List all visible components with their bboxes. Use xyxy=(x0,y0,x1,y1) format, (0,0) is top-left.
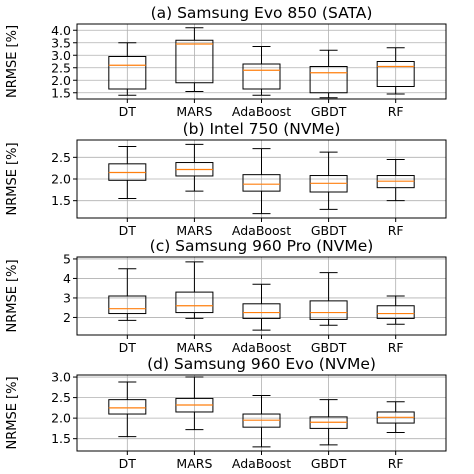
iqr-box xyxy=(242,303,281,319)
boxplot-rf xyxy=(376,159,415,202)
boxplot-mars xyxy=(175,143,214,192)
x-tick-label: RF xyxy=(388,456,404,471)
chart-panel-2: (b) Intel 750 (NVMe) 1.5 2.0 2.5 NRMSE [%] DT… xyxy=(5,120,447,238)
iqr-box xyxy=(242,174,281,192)
y-tick-label: 1.5 xyxy=(51,431,71,446)
boxplot-gbdt xyxy=(309,272,348,326)
boxplot-gbdt xyxy=(309,151,348,210)
y-axis-label: NRMSE [%] xyxy=(5,142,20,215)
boxplot-adaboost xyxy=(242,283,281,331)
x-tick-label: MARS xyxy=(176,456,212,471)
boxplot-rf xyxy=(376,47,415,95)
x-tick-label: RF xyxy=(388,104,404,119)
chart-title: (b) Intel 750 (NVMe) xyxy=(183,120,341,138)
boxplot-dt xyxy=(108,381,147,438)
y-tick-label: 2 xyxy=(63,310,71,325)
x-tick-label: AdaBoost xyxy=(232,104,291,119)
x-tick-label: DT xyxy=(119,456,137,471)
y-tick-label: 2.0 xyxy=(51,73,71,88)
y-axis-label: NRMSE [%] xyxy=(5,25,20,98)
iqr-box xyxy=(376,61,415,87)
iqr-box xyxy=(376,305,415,319)
iqr-box xyxy=(175,291,214,314)
x-tick-label: MARS xyxy=(176,340,212,355)
x-tick-label: AdaBoost xyxy=(232,340,291,355)
boxplot-rf xyxy=(376,295,415,325)
iqr-box xyxy=(175,39,214,84)
x-tick-label: GBDT xyxy=(311,223,347,238)
boxplot-adaboost xyxy=(242,46,281,96)
iqr-box xyxy=(108,56,147,90)
boxplot-adaboost xyxy=(242,148,281,215)
x-tick-label: MARS xyxy=(176,223,212,238)
boxplot-mars xyxy=(175,27,214,92)
y-axis-label: NRMSE [%] xyxy=(5,259,20,332)
chart-panel-1: (a) Samsung Evo 850 (SATA) 1.52.02.53.03.… xyxy=(5,4,447,119)
y-tick-label: 1.5 xyxy=(51,193,71,208)
y-tick-label: 3.0 xyxy=(51,370,71,385)
y-tick-label: 3 xyxy=(63,290,71,305)
y-tick-label: 2.5 xyxy=(51,390,71,405)
y-tick-label: 2.0 xyxy=(51,172,71,187)
boxplot-gbdt xyxy=(309,399,348,446)
y-axis-label: NRMSE [%] xyxy=(5,376,20,449)
plot-frame xyxy=(76,374,447,452)
x-tick-label: DT xyxy=(119,104,137,119)
iqr-box xyxy=(108,295,147,315)
chart-title: (a) Samsung Evo 850 (SATA) xyxy=(151,4,373,22)
y-tick-label: 4 xyxy=(63,271,71,286)
x-tick-label: MARS xyxy=(176,104,212,119)
plot-frame xyxy=(76,256,447,336)
x-tick-label: DT xyxy=(119,340,137,355)
x-tick-label: GBDT xyxy=(311,340,347,355)
boxplot-gbdt xyxy=(309,49,348,99)
y-tick-label: 3.0 xyxy=(51,48,71,63)
x-tick-label: AdaBoost xyxy=(232,223,291,238)
chart-title: (c) Samsung 960 Pro (NVMe) xyxy=(150,237,374,255)
x-tick-label: RF xyxy=(388,340,404,355)
x-tick-label: GBDT xyxy=(311,104,347,119)
iqr-box xyxy=(309,66,348,94)
plot-frame xyxy=(76,23,447,100)
x-tick-label: AdaBoost xyxy=(232,456,291,471)
plot-frame xyxy=(76,139,447,219)
chart-title: (d) Samsung 960 Evo (NVMe) xyxy=(147,355,376,373)
iqr-box xyxy=(309,300,348,320)
boxplot-mars xyxy=(175,261,214,319)
x-tick-label: GBDT xyxy=(311,456,347,471)
x-tick-label: RF xyxy=(388,223,404,238)
boxplot-mars xyxy=(175,376,214,431)
chart-panel-3: (c) Samsung 960 Pro (NVMe) 2 3 4 5 NRMSE [%] D… xyxy=(5,237,447,355)
iqr-box xyxy=(108,399,147,415)
y-tick-label: 5 xyxy=(63,251,71,266)
boxplot-rf xyxy=(376,401,415,434)
boxplot-adaboost xyxy=(242,395,281,448)
y-tick-label: 2.0 xyxy=(51,411,71,426)
chart-panel-4: (d) Samsung 960 Evo (NVMe) 1.5 2.0 2.5 3.0 NR… xyxy=(5,355,447,471)
boxplot-dt xyxy=(108,146,147,199)
boxplot-dt xyxy=(108,42,147,96)
iqr-box xyxy=(242,63,281,90)
y-tick-label: 1.5 xyxy=(51,85,71,100)
y-tick-label: 4.0 xyxy=(51,23,71,38)
boxplot-dt xyxy=(108,268,147,321)
x-tick-label: DT xyxy=(119,223,137,238)
y-tick-label: 2.5 xyxy=(51,60,71,75)
y-tick-label: 3.5 xyxy=(51,35,71,50)
y-tick-label: 2.5 xyxy=(51,150,71,165)
